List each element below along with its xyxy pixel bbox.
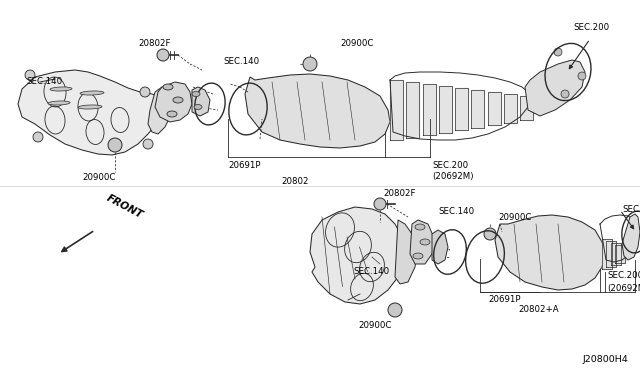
Circle shape: [140, 87, 150, 97]
Polygon shape: [422, 84, 435, 135]
Circle shape: [561, 90, 569, 98]
Polygon shape: [520, 96, 533, 120]
Polygon shape: [439, 86, 452, 132]
Circle shape: [374, 198, 386, 210]
Text: (20692M): (20692M): [607, 285, 640, 294]
Circle shape: [578, 72, 586, 80]
Circle shape: [303, 57, 317, 71]
Ellipse shape: [415, 224, 425, 230]
Polygon shape: [602, 239, 612, 269]
Text: SEC.140: SEC.140: [223, 58, 259, 67]
Polygon shape: [455, 88, 468, 130]
Ellipse shape: [78, 105, 102, 109]
Polygon shape: [471, 90, 484, 128]
Ellipse shape: [420, 239, 430, 245]
Polygon shape: [504, 94, 516, 122]
Circle shape: [33, 132, 43, 142]
Text: 20802F: 20802F: [138, 39, 170, 48]
Polygon shape: [488, 92, 500, 125]
Text: 20900C: 20900C: [82, 173, 115, 182]
Text: 20900C: 20900C: [498, 214, 531, 222]
Polygon shape: [606, 241, 616, 267]
Polygon shape: [395, 220, 418, 284]
Ellipse shape: [48, 101, 70, 105]
Ellipse shape: [173, 97, 183, 103]
Text: SEC.200: SEC.200: [432, 160, 468, 170]
Text: (20692M): (20692M): [432, 173, 474, 182]
Polygon shape: [390, 80, 403, 140]
Text: 20691P: 20691P: [228, 160, 260, 170]
Ellipse shape: [50, 87, 72, 91]
Polygon shape: [18, 70, 162, 155]
Text: 20802: 20802: [281, 177, 308, 186]
Text: 20900C: 20900C: [358, 321, 392, 330]
Polygon shape: [525, 60, 585, 116]
Polygon shape: [622, 214, 640, 260]
Polygon shape: [310, 207, 405, 304]
Circle shape: [143, 139, 153, 149]
Ellipse shape: [80, 91, 104, 95]
Text: FRONT: FRONT: [105, 192, 145, 220]
Ellipse shape: [413, 253, 423, 259]
Polygon shape: [406, 82, 419, 138]
Circle shape: [388, 303, 402, 317]
Polygon shape: [432, 230, 448, 264]
Polygon shape: [192, 87, 210, 116]
Polygon shape: [495, 215, 605, 290]
Polygon shape: [611, 243, 621, 265]
Text: SEC.200: SEC.200: [573, 22, 609, 32]
Polygon shape: [615, 245, 625, 263]
Ellipse shape: [167, 111, 177, 117]
Polygon shape: [410, 220, 435, 264]
Ellipse shape: [192, 92, 200, 96]
Circle shape: [108, 138, 122, 152]
Text: 20900C: 20900C: [340, 39, 373, 48]
Polygon shape: [148, 87, 172, 134]
Ellipse shape: [163, 84, 173, 90]
Text: SEC.140: SEC.140: [26, 77, 62, 87]
Ellipse shape: [194, 105, 202, 109]
Text: SEC.200: SEC.200: [622, 205, 640, 214]
Text: 20691P: 20691P: [488, 295, 520, 305]
Circle shape: [157, 49, 169, 61]
Polygon shape: [155, 82, 192, 122]
Circle shape: [484, 228, 496, 240]
Text: SEC.200: SEC.200: [607, 272, 640, 280]
Circle shape: [25, 70, 35, 80]
Text: 20802+A: 20802+A: [518, 305, 559, 314]
Text: SEC.140: SEC.140: [438, 208, 474, 217]
Text: J20800H4: J20800H4: [582, 355, 628, 364]
Circle shape: [554, 48, 562, 56]
Text: SEC.140: SEC.140: [353, 267, 389, 276]
Text: 20802F: 20802F: [383, 189, 415, 199]
Polygon shape: [245, 74, 390, 148]
